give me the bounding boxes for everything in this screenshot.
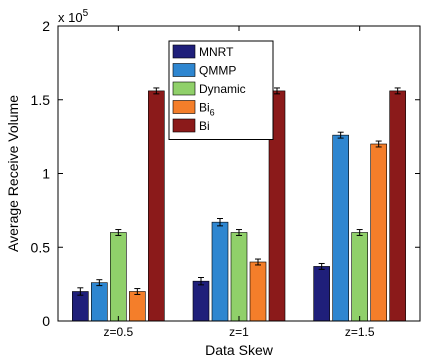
y-axis-multiplier: x 105 (58, 8, 89, 25)
legend-label-main: QMMP (199, 64, 236, 78)
bar-mnrt-2 (192, 280, 210, 322)
plot-frame (57, 25, 421, 322)
bar-bi6-3 (370, 143, 387, 322)
legend-swatch-bi6 (172, 100, 196, 114)
legend-swatch-qmmp (172, 63, 196, 77)
y-tick-label: 2 (42, 18, 50, 34)
bar-dynamic-2 (230, 232, 248, 322)
legend-label-main: Bi (199, 119, 210, 133)
legend-swatch-bi (172, 118, 196, 133)
x-tick-label: z=0.5 (103, 325, 133, 339)
axes: z=0.5 z=1 z=1.5 0 0.5 1 1.5 2 (31, 18, 421, 339)
bar-dynamic-1 (110, 232, 127, 322)
bar-mnrt-3 (313, 266, 330, 322)
bar-qmmp-3 (332, 134, 349, 322)
x-tick-label: z=1 (229, 325, 249, 339)
legend-label-bi6: Bi6 (199, 101, 215, 118)
y-tick-label: 1.5 (31, 92, 51, 108)
x-tick-label: z=1.5 (345, 325, 375, 339)
bar-bi6-2 (249, 261, 267, 322)
bar-bi6-1 (129, 291, 146, 322)
bar-qmmp-2 (211, 221, 229, 322)
legend-label-bi: Bi (199, 119, 210, 133)
legend-swatch-dynamic (172, 81, 196, 96)
y-tick-label: 0 (42, 313, 50, 329)
bars (72, 87, 406, 322)
x-axis-label: Data Skew (205, 342, 274, 358)
legend-label-main: Dynamic (199, 82, 246, 96)
legend-label-subscript: 6 (210, 108, 215, 118)
bar-mnrt-1 (72, 291, 89, 322)
bar-qmmp-1 (91, 282, 108, 322)
legend-label-dynamic: Dynamic (199, 82, 246, 96)
y-tick-label: 1 (42, 166, 50, 182)
legend-label-main: Bi (199, 101, 210, 115)
bar-bi-1 (148, 90, 165, 322)
legend-swatch-mnrt (172, 44, 196, 59)
legend-label-mnrt: MNRT (199, 45, 234, 59)
legend-label-qmmp: QMMP (199, 64, 236, 78)
bar-dynamic-3 (351, 232, 368, 322)
multiplier-exponent: 5 (83, 8, 89, 19)
bar-bi-3 (389, 90, 406, 322)
multiplier-base: x 10 (58, 10, 83, 25)
legend-label-main: MNRT (199, 45, 234, 59)
y-axis-label: Average Receive Volume (5, 95, 21, 252)
y-tick-label: 0.5 (31, 239, 51, 255)
